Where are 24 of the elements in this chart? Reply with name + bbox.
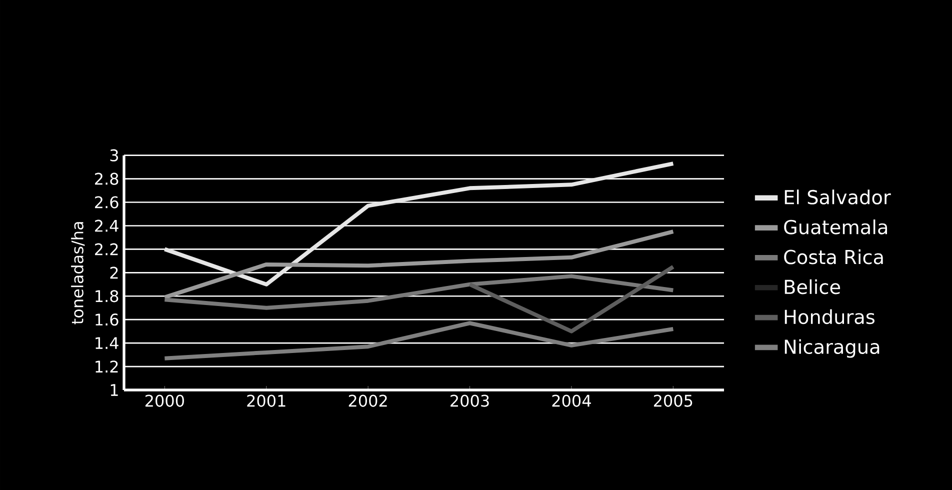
y-tick-label: 1 [110, 384, 118, 396]
x-tick-label: 2005 [654, 394, 692, 407]
y-axis-title: toneladas/ha [71, 222, 85, 324]
x-tick-label: 2003 [450, 394, 489, 407]
y-tick-label: 2.8 [95, 172, 118, 185]
x-tick-label: 2001 [247, 394, 286, 407]
y-tick-label: 1.8 [96, 290, 118, 302]
x-tick-label: 2002 [348, 394, 387, 407]
legend-label: Costa Rica [784, 249, 883, 264]
legend-label: Guatemala [784, 220, 888, 234]
y-tick-label: 2.4 [95, 220, 118, 232]
y-tick-label: 2 [110, 266, 118, 279]
y-tick-label: 2.6 [95, 196, 118, 208]
y-tick-label: 1.4 [96, 337, 118, 349]
legend-label: Nicaragua [784, 339, 880, 358]
y-tick-label: 2.2 [95, 243, 118, 256]
x-tick-label: 2004 [552, 394, 591, 407]
legend-label: Belice [784, 279, 840, 294]
y-tick-label: 1.6 [96, 314, 118, 326]
legend-label: Honduras [784, 309, 874, 324]
y-tick-label: 1.2 [96, 360, 118, 372]
y-tick-label: 3 [110, 149, 118, 162]
x-tick-label: 2000 [145, 394, 184, 407]
legend-label: El Salvador [784, 190, 891, 204]
